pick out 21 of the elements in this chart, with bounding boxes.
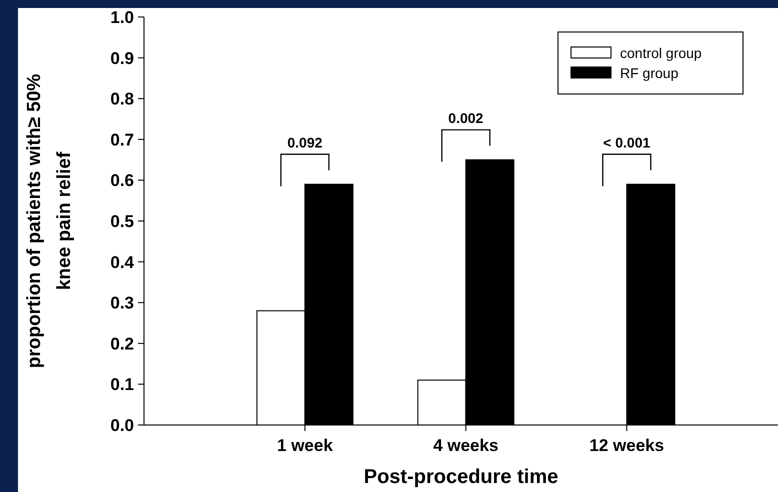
y-tick-label: 0.7 — [110, 130, 134, 150]
legend-label: RF group — [620, 64, 679, 81]
legend-label: control group — [620, 44, 702, 61]
y-tick-label: 0.9 — [110, 48, 134, 68]
y-tick-label: 1.0 — [110, 8, 134, 27]
y-tick-label: 0.1 — [110, 375, 134, 394]
x-tick-label: 4 weeks — [433, 436, 498, 455]
y-tick-label: 0.3 — [110, 294, 134, 313]
y-tick-label: 0.8 — [110, 90, 134, 109]
y-tick-label: 0.2 — [110, 334, 134, 354]
y-axis-title: proportion of patients with≥ 50% knee pain relief — [24, 74, 75, 368]
x-tick-label: 12 weeks — [589, 436, 664, 455]
annotation: 0.002 — [448, 110, 484, 126]
annotation: < 0.001 — [603, 134, 650, 150]
annotation: 0.092 — [287, 134, 323, 150]
x-axis-title: Post-procedure time — [364, 466, 558, 488]
y-tick-label: 0.4 — [110, 252, 135, 272]
y-tick-label: 0.6 — [110, 171, 134, 190]
y-tick-label: 0.0 — [110, 416, 134, 435]
x-tick-label: 1 week — [277, 436, 334, 455]
y-tick-label: 0.5 — [110, 212, 134, 231]
